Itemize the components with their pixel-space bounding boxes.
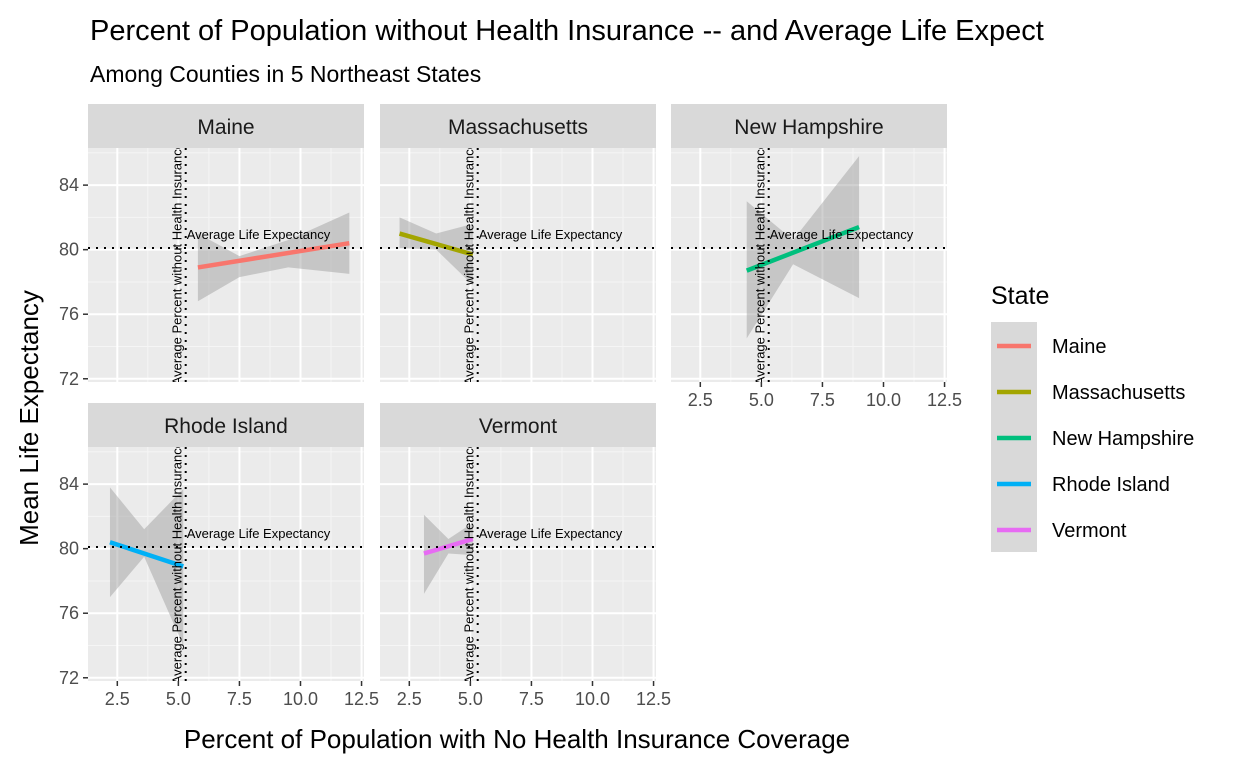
confidence-band	[109, 487, 184, 646]
legend: State Maine Massachusetts New Hampshire Rho…	[991, 282, 1194, 552]
y-axis-title: Mean Life Expectancy	[14, 290, 44, 546]
legend-item-vermont: Vermont	[997, 520, 1127, 542]
x-tick-label: 7.5	[810, 390, 835, 410]
horizontal-reference-label: Average Life Expectancy	[479, 227, 623, 242]
x-tick-label: 5.0	[166, 689, 191, 709]
facet-strip-label: Rhode Island	[164, 415, 288, 438]
legend-item-maine: Maine	[997, 336, 1106, 358]
vertical-reference-label: Average Percent without Health Insurance	[170, 142, 185, 385]
x-tick-label: 2.5	[688, 390, 713, 410]
legend-label: Rhode Island	[1052, 474, 1170, 496]
legend-label: Vermont	[1052, 520, 1127, 542]
facet-strip	[88, 104, 364, 148]
vertical-reference-label: Average Percent without Health Insurance	[753, 142, 768, 385]
legend-item-new-hampshire: New Hampshire	[997, 428, 1194, 450]
y-tick-label: 80	[59, 539, 79, 559]
x-tick-label: 7.5	[519, 689, 544, 709]
x-tick-label: 2.5	[397, 689, 422, 709]
fitted-line	[109, 540, 184, 569]
facet-strip	[380, 104, 656, 148]
legend-label: New Hampshire	[1052, 428, 1194, 450]
x-tick-label: 5.0	[749, 390, 774, 410]
legend-label: Massachusetts	[1052, 382, 1185, 404]
y-axis-title-group: Mean Life Expectancy	[14, 290, 44, 546]
facet-panel-rhode-island: Rhode Island Average Life ExpectancyAvera…	[59, 403, 379, 709]
facet-strip-label: Vermont	[479, 415, 557, 438]
x-axis-title: Percent of Population with No Health Ins…	[184, 724, 850, 754]
fitted-line	[745, 224, 860, 273]
x-tick-label: 10.0	[575, 689, 610, 709]
y-tick-label: 76	[59, 603, 79, 623]
y-tick-label: 76	[59, 304, 79, 324]
horizontal-reference-label: Average Life Expectancy	[479, 526, 623, 541]
horizontal-reference-label: Average Life Expectancy	[187, 227, 331, 242]
chart-subtitle: Among Counties in 5 Northeast States	[90, 61, 481, 87]
facet-strip-label: Maine	[197, 116, 254, 139]
x-tick-label: 12.5	[636, 689, 671, 709]
panel-background	[380, 148, 656, 382]
legend-item-massachusetts: Massachusetts	[997, 382, 1185, 404]
x-tick-label: 10.0	[866, 390, 901, 410]
panel-background	[671, 148, 947, 382]
x-tick-label: 12.5	[927, 390, 962, 410]
x-tick-label: 2.5	[105, 689, 130, 709]
x-tick-label: 7.5	[227, 689, 252, 709]
fitted-line	[197, 240, 350, 270]
chart-title: Percent of Population without Health Ins…	[90, 15, 1044, 47]
facet-strip-label: Massachusetts	[448, 116, 588, 139]
legend-label: Maine	[1052, 336, 1106, 358]
panel-background	[380, 447, 656, 681]
x-tick-label: 10.0	[283, 689, 318, 709]
fitted-line	[398, 231, 474, 257]
panel-background	[88, 447, 364, 681]
facet-strip-label: New Hampshire	[734, 116, 883, 139]
horizontal-reference-label: Average Life Expectancy	[187, 526, 331, 541]
y-tick-label: 84	[59, 474, 79, 494]
confidence-band	[399, 217, 473, 286]
y-tick-label: 84	[59, 175, 79, 195]
vertical-reference-label: Average Percent without Health Insurance	[462, 142, 477, 385]
y-tick-label: 80	[59, 240, 79, 260]
legend-items: Maine Massachusetts New Hampshire Rhode Isl…	[997, 336, 1194, 542]
legend-item-rhode-island: Rhode Island	[997, 474, 1170, 496]
vertical-reference-label: Average Percent without Health Insurance	[170, 441, 185, 684]
horizontal-reference-label: Average Life Expectancy	[770, 227, 914, 242]
legend-title: State	[991, 282, 1049, 310]
confidence-band	[423, 514, 473, 594]
vertical-reference-label: Average Percent without Health Insurance	[462, 441, 477, 684]
fitted-line	[423, 536, 474, 556]
facet-panel-new-hampshire: New Hampshire Average Life ExpectancyAver…	[671, 104, 962, 410]
y-tick-label: 72	[59, 668, 79, 688]
y-tick-label: 72	[59, 369, 79, 389]
facet-strip	[88, 403, 364, 447]
facet-strip	[671, 104, 947, 148]
x-tick-label: 12.5	[344, 689, 379, 709]
facet-strip	[380, 403, 656, 447]
x-tick-label: 5.0	[458, 689, 483, 709]
facet-panel-massachusetts: Massachusetts Average Life ExpectancyAver…	[380, 104, 656, 385]
